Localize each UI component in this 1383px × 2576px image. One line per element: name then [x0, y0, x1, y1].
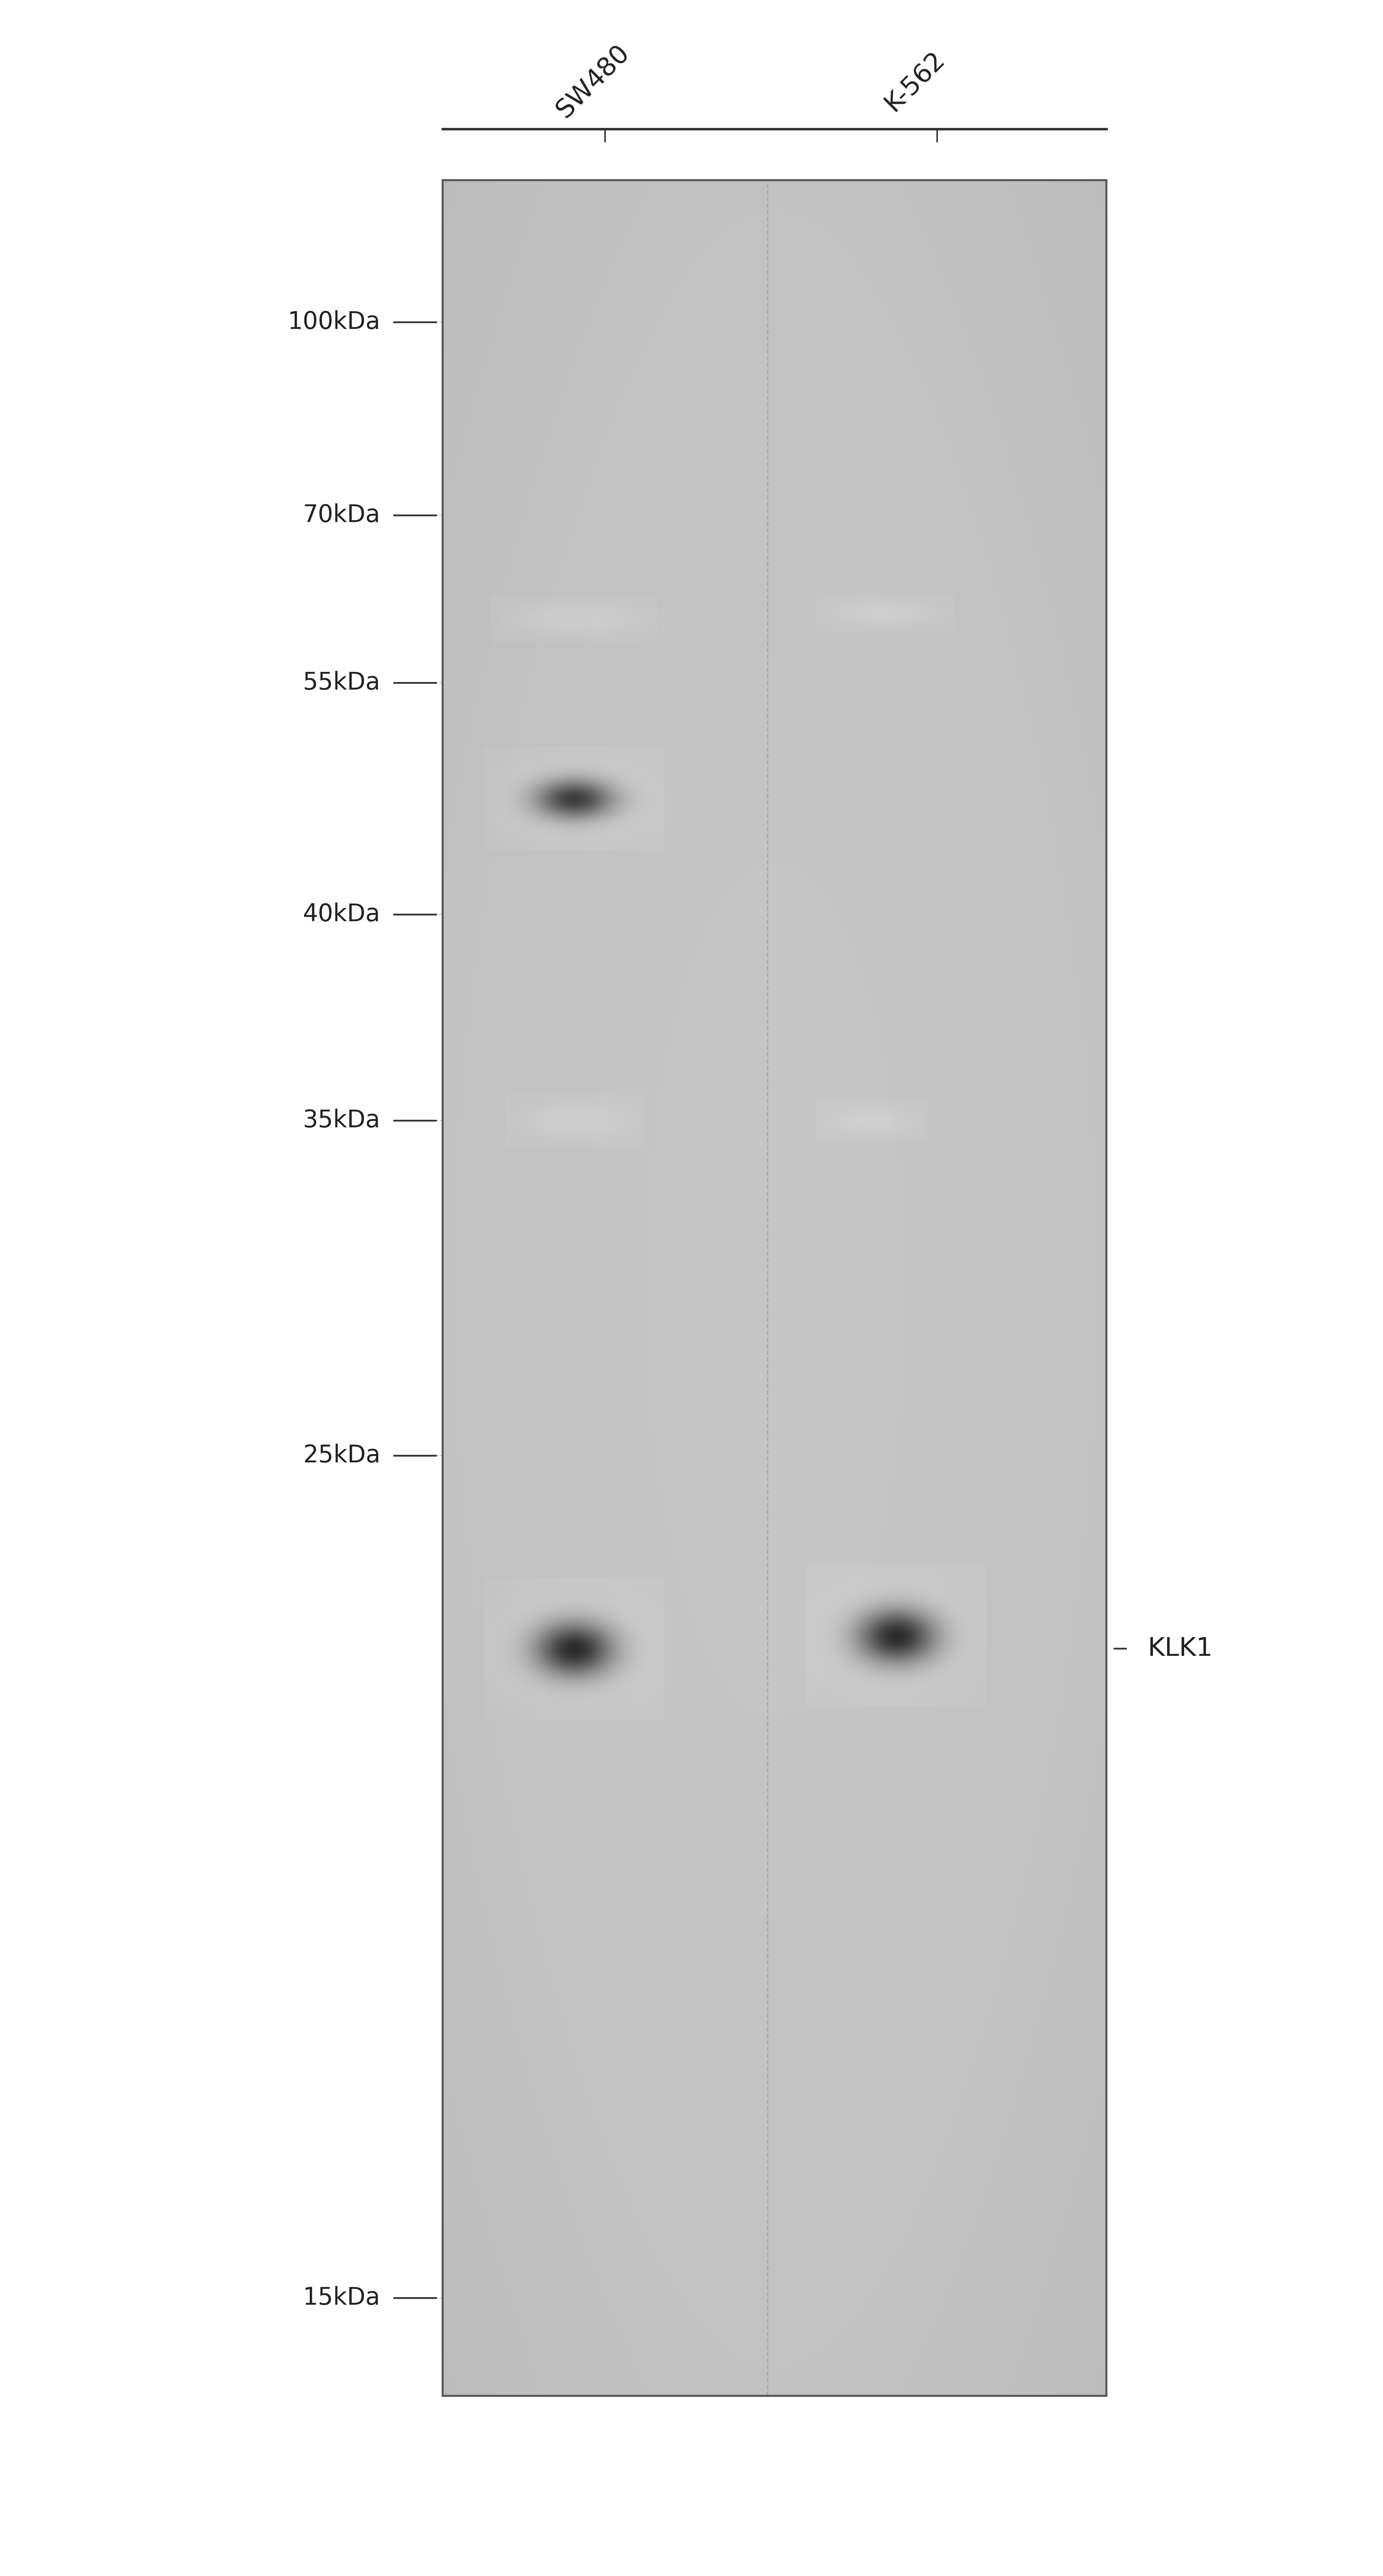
Text: 15kDa: 15kDa: [303, 2285, 380, 2311]
Bar: [443, 180, 1106, 2396]
Text: 25kDa: 25kDa: [303, 1443, 380, 1468]
Text: KLK1: KLK1: [1148, 1636, 1213, 1662]
Text: 70kDa: 70kDa: [303, 502, 380, 528]
Text: 55kDa: 55kDa: [303, 670, 380, 696]
Text: SW480: SW480: [552, 41, 633, 124]
Text: 100kDa: 100kDa: [288, 309, 380, 335]
Text: 40kDa: 40kDa: [303, 902, 380, 927]
Text: 35kDa: 35kDa: [303, 1108, 380, 1133]
Text: K-562: K-562: [881, 46, 950, 116]
